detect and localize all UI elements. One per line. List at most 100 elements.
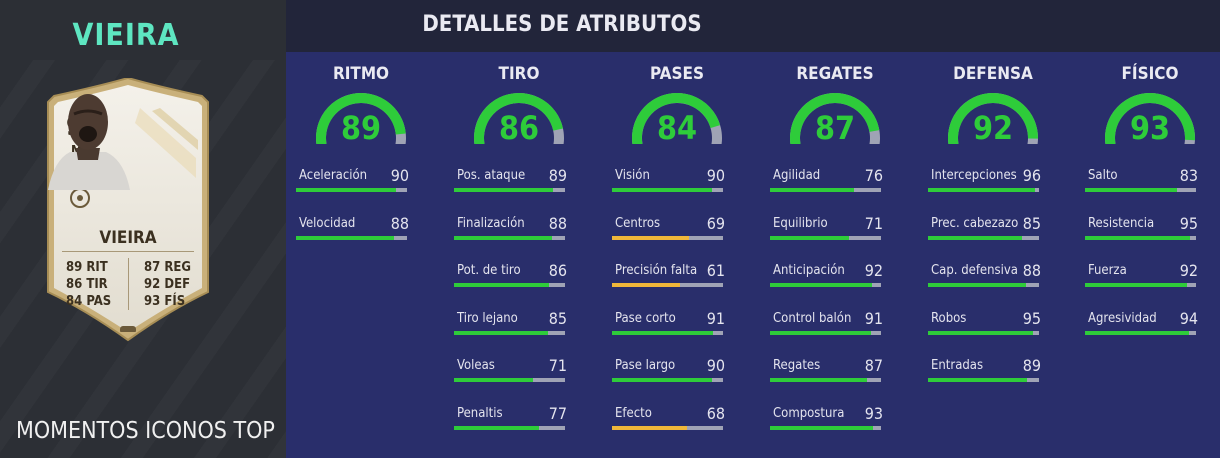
attribute-row[interactable]: Salto 83 — [1085, 166, 1213, 216]
attribute-row[interactable]: Agresividad 94 — [1085, 309, 1213, 359]
attribute-row[interactable]: Anticipación 92 — [770, 261, 898, 311]
attribute-bar-fill — [612, 235, 689, 240]
attribute-row[interactable]: Fuerza 92 — [1085, 261, 1213, 311]
attribute-bar — [770, 426, 881, 430]
category-rating: 87 — [814, 109, 856, 147]
attribute-label: Precisión falta — [615, 263, 698, 279]
attribute-bar-fill — [454, 426, 540, 430]
attribute-bar — [612, 378, 723, 383]
category-rating: 93 — [1129, 109, 1171, 147]
attribute-bar — [928, 283, 1039, 288]
attribute-row[interactable]: Velocidad 88 — [296, 213, 424, 264]
attribute-row[interactable]: Voleas 71 — [454, 356, 582, 406]
attribute-row[interactable]: Equilibrio 71 — [770, 213, 898, 264]
attribute-bar-fill — [296, 235, 394, 240]
attribute-row[interactable]: Regates 87 — [770, 356, 898, 406]
attributes-title: DETALLES DE ATRIBUTOS — [422, 12, 702, 37]
attribute-label: Tiro lejano — [457, 310, 518, 326]
player-card[interactable]: 92 MC VIEIRA 89 RIT 86 TIR — [40, 78, 216, 346]
attribute-value: 89 — [548, 166, 567, 185]
attribute-row[interactable]: Compostura 93 — [770, 404, 898, 454]
card-stat-fis: 93 FÍS — [144, 294, 185, 309]
attribute-label: Centros — [615, 215, 661, 231]
attribute-label: Intercepciones — [931, 168, 1017, 183]
attribute-bar — [296, 188, 407, 192]
attribute-row[interactable]: Aceleración 90 — [296, 166, 424, 216]
attribute-row[interactable]: Pase largo 90 — [612, 356, 740, 406]
attribute-label: Pot. de tiro — [457, 263, 521, 279]
attribute-column-0: RITMO 89 Aceleración 90 Velocidad 88 — [286, 52, 444, 458]
attribute-value: 88 — [1022, 261, 1041, 281]
attribute-label: Finalización — [457, 215, 525, 231]
attribute-value: 71 — [864, 213, 883, 233]
attribute-row[interactable]: Resistencia 95 — [1085, 214, 1213, 264]
attribute-bar — [928, 378, 1039, 383]
attribute-label: Agresividad — [1088, 310, 1157, 326]
attribute-bar-fill — [612, 330, 713, 335]
attribute-label: Pase largo — [615, 358, 676, 374]
attribute-row[interactable]: Efecto 68 — [612, 404, 740, 454]
category-title: DEFENSA — [953, 64, 1033, 84]
attribute-label: Agilidad — [773, 168, 821, 183]
attribute-row[interactable]: Cap. defensiva 88 — [928, 261, 1056, 311]
attribute-value: 92 — [864, 261, 883, 281]
attribute-label: Visión — [615, 168, 650, 183]
card-stat-reg: 87 REG — [144, 260, 191, 275]
attribute-value: 69 — [706, 213, 725, 233]
attribute-row[interactable]: Pase corto 91 — [612, 309, 740, 359]
card-stat-value: 87 — [144, 260, 161, 275]
player-name-title: VIEIRA — [72, 18, 180, 53]
category-rating: 92 — [972, 109, 1014, 147]
attribute-row[interactable]: Visión 90 — [612, 166, 740, 216]
attribute-bar-fill — [296, 188, 396, 192]
attribute-bar-fill — [612, 378, 712, 383]
attribute-bar — [928, 188, 1039, 192]
attribute-row[interactable]: Finalización 88 — [454, 214, 582, 264]
attribute-value: 83 — [1179, 166, 1198, 185]
gauge-icon — [1105, 93, 1195, 144]
card-stat-rit: 89 RIT — [66, 260, 108, 275]
card-stat-value: 86 — [66, 277, 83, 292]
attribute-bar-fill — [454, 330, 549, 335]
gauge-fill — [790, 93, 880, 144]
attribute-bar — [454, 235, 565, 240]
gauge-fill — [474, 93, 563, 144]
attribute-row[interactable]: Pos. ataque 89 — [454, 166, 582, 216]
attribute-row[interactable]: Pot. de tiro 86 — [454, 261, 582, 311]
attribute-column-3: REGATES 87 Agilidad 76 Equilibrio 71 Anticipac… — [760, 52, 918, 458]
attribute-row[interactable]: Entradas 89 — [928, 356, 1056, 406]
attribute-row[interactable]: Penaltis 77 — [454, 404, 582, 454]
attribute-row[interactable]: Robos 95 — [928, 309, 1056, 359]
card-stat-value: 92 — [144, 277, 161, 292]
category-rating: 86 — [498, 109, 540, 147]
attribute-row[interactable]: Intercepciones 96 — [928, 166, 1056, 216]
attribute-bar-fill — [770, 283, 873, 288]
attribute-row[interactable]: Precisión falta 61 — [612, 261, 740, 311]
attribute-label: Compostura — [773, 406, 845, 421]
attribute-bar — [1085, 330, 1196, 335]
attribute-row[interactable]: Agilidad 76 — [770, 166, 898, 216]
card-stat-value: 93 — [144, 294, 161, 309]
attribute-label: Resistencia — [1088, 215, 1155, 231]
attribute-bar-fill — [770, 330, 871, 335]
category-rating: 84 — [656, 109, 698, 147]
attribute-column-1: TIRO 86 Pos. ataque 89 Finalización 88 Pot. de… — [444, 52, 602, 458]
attribute-label: Entradas — [931, 358, 984, 374]
attribute-bar-fill — [1085, 330, 1190, 335]
attribute-bar — [454, 426, 565, 430]
card-stat-label: PAS — [86, 294, 112, 309]
attribute-bar — [770, 188, 881, 192]
attribute-row[interactable]: Control balón 91 — [770, 309, 898, 359]
attribute-row[interactable]: Tiro lejano 85 — [454, 309, 582, 359]
card-stats-divider — [128, 258, 129, 310]
attribute-row[interactable]: Centros 69 — [612, 213, 740, 264]
attribute-value: 88 — [390, 213, 409, 233]
gauge-fill — [316, 93, 406, 144]
card-stat-label: TIR — [86, 277, 108, 292]
attribute-bar — [612, 426, 723, 430]
player-card-panel: VIEIRA 92 MC — [0, 0, 286, 458]
attribute-bar-fill — [928, 378, 1027, 383]
attribute-row[interactable]: Prec. cabezazo 85 — [928, 214, 1056, 264]
attribute-bar — [770, 235, 881, 240]
